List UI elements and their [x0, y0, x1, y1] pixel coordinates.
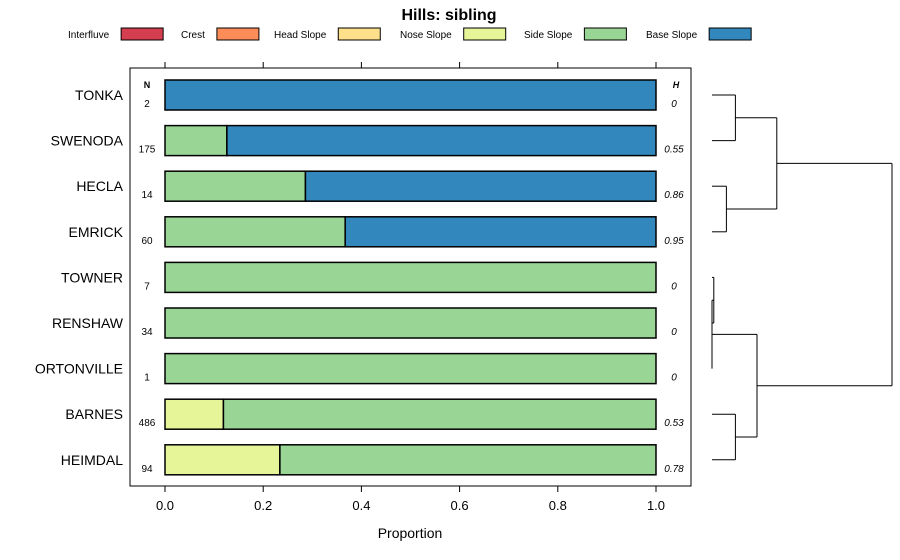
bar-heimdal-nose-slope [164, 444, 281, 476]
legend-swatch-head-slope [337, 27, 381, 41]
n-column-header: N [144, 80, 151, 90]
h-value-renshaw: 0 [671, 327, 677, 338]
h-value-barnes: 0.53 [664, 418, 684, 429]
n-value-emrick: 60 [141, 236, 153, 247]
x-tick-label-4: 0.8 [549, 498, 567, 513]
h-value-hecla: 0.86 [664, 190, 684, 201]
n-value-ortonville: 1 [144, 373, 150, 384]
legend: Interfluve Crest Head Slope Nose Slope Side … [68, 27, 752, 41]
row-label-hecla: HECLA [76, 178, 123, 194]
plot-frame [129, 67, 692, 487]
n-value-towner: 7 [144, 281, 150, 292]
n-value-swenoda: 175 [139, 145, 156, 156]
bar-swenoda-base-slope [226, 124, 657, 157]
row-label-ortonville: ORTONVILLE [35, 361, 123, 377]
h-value-tonka: 0 [671, 99, 677, 110]
bars-group: TONKA 2 0 SWENODA 175 0.55 HECLA 14 0.86 EMRICK 60… [35, 79, 684, 476]
h-value-emrick: 0.95 [664, 236, 684, 247]
axes-group: 0.0 0.2 0.4 0.6 0.8 1.0 [156, 62, 665, 513]
x-tick-label-2: 0.4 [352, 498, 370, 513]
bar-ortonville-side-slope [164, 352, 657, 385]
n-value-renshaw: 34 [141, 327, 153, 338]
x-tick-label-0: 0.0 [156, 498, 174, 513]
legend-label-interfluve: Interfluve [68, 30, 110, 41]
row-label-heimdal: HEIMDAL [61, 452, 123, 468]
n-value-heimdal: 94 [141, 464, 153, 475]
h-value-swenoda: 0.55 [664, 145, 684, 156]
h-column-header: H [673, 80, 680, 90]
x-tick-label-3: 0.6 [451, 498, 469, 513]
legend-label-crest: Crest [181, 30, 205, 41]
row-label-tonka: TONKA [75, 87, 124, 103]
bar-tonka-base-slope [164, 79, 657, 111]
bar-barnes-side-slope [222, 398, 657, 430]
legend-swatch-base-slope [708, 27, 752, 41]
bar-hecla-side-slope [164, 170, 307, 202]
n-value-tonka: 2 [144, 99, 150, 110]
legend-label-side-slope: Side Slope [524, 30, 573, 41]
row-label-renshaw: RENSHAW [52, 315, 124, 331]
bar-hecla-base-slope [304, 170, 657, 202]
legend-label-head-slope: Head Slope [274, 30, 327, 41]
h-value-ortonville: 0 [671, 373, 677, 384]
h-value-heimdal: 0.78 [664, 464, 684, 475]
x-tick-label-5: 1.0 [647, 498, 665, 513]
legend-swatch-interfluve [120, 27, 164, 41]
legend-label-base-slope: Base Slope [646, 30, 698, 41]
n-value-hecla: 14 [141, 190, 153, 201]
chart-title: Hills: sibling [401, 7, 496, 24]
legend-label-nose-slope: Nose Slope [400, 30, 452, 41]
row-label-emrick: EMRICK [69, 224, 124, 240]
row-label-swenoda: SWENODA [51, 133, 124, 149]
h-value-towner: 0 [671, 281, 677, 292]
row-label-towner: TOWNER [61, 269, 123, 285]
x-axis-label: Proportion [378, 525, 443, 541]
bar-emrick-base-slope [344, 216, 657, 248]
dendrogram [711, 94, 893, 461]
legend-swatch-nose-slope [463, 27, 507, 41]
bar-emrick-side-slope [164, 216, 346, 248]
n-value-barnes: 486 [139, 418, 156, 429]
bar-renshaw-side-slope [164, 307, 657, 339]
legend-swatch-side-slope [583, 27, 627, 41]
row-label-barnes: BARNES [65, 406, 123, 422]
legend-swatch-crest [216, 27, 260, 41]
bar-barnes-nose-slope [164, 398, 225, 430]
bar-swenoda-side-slope [164, 124, 228, 157]
bar-towner-side-slope [164, 261, 657, 294]
bar-heimdal-side-slope [279, 444, 657, 476]
x-tick-label-1: 0.2 [254, 498, 272, 513]
